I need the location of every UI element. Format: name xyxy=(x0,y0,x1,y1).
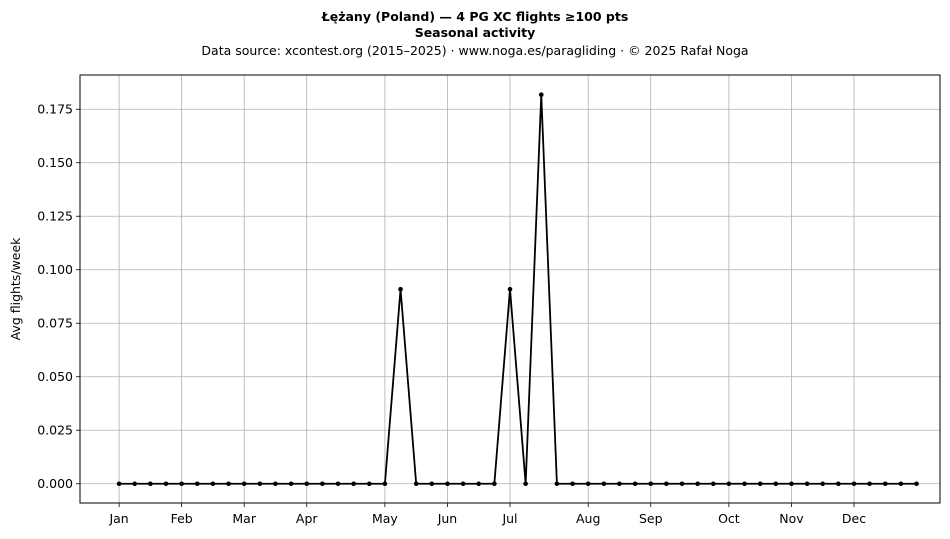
data-point xyxy=(882,481,888,487)
x-tick-label: Jun xyxy=(437,511,458,526)
chart-source-line: Data source: xcontest.org (2015–2025) · … xyxy=(201,43,749,58)
data-point xyxy=(335,481,341,487)
data-point xyxy=(617,481,622,487)
y-tick-label: 0.075 xyxy=(37,316,73,331)
y-axis-label: Avg flights/week xyxy=(8,237,23,341)
data-point xyxy=(320,481,325,487)
data-point xyxy=(773,481,779,487)
data-point xyxy=(476,481,482,487)
data-point xyxy=(632,481,638,487)
x-tick-label: Jan xyxy=(108,511,128,526)
data-point xyxy=(241,481,247,487)
y-tick-label: 0.000 xyxy=(37,476,73,491)
data-point xyxy=(257,481,263,487)
data-point xyxy=(273,481,278,487)
data-point xyxy=(226,481,231,487)
chart-subtitle: Seasonal activity xyxy=(414,25,536,40)
data-point xyxy=(132,481,138,487)
data-point xyxy=(210,481,216,487)
y-tick-label: 0.175 xyxy=(37,102,73,117)
y-tick-label: 0.050 xyxy=(37,369,73,384)
data-point xyxy=(648,481,654,487)
data-point xyxy=(507,286,513,292)
x-tick-label: Nov xyxy=(779,511,804,526)
data-point xyxy=(366,481,372,487)
chart-title: Łężany (Poland) — 4 PG XC flights ≥100 p… xyxy=(321,9,629,24)
x-tick-label: May xyxy=(372,511,398,526)
x-tick-label: Oct xyxy=(718,511,740,526)
data-point xyxy=(398,286,403,292)
x-tick-label: Dec xyxy=(842,511,866,526)
data-point xyxy=(538,92,544,97)
data-point xyxy=(710,481,716,487)
data-point xyxy=(288,481,294,487)
series-line xyxy=(119,93,917,485)
data-point xyxy=(445,481,450,487)
data-point xyxy=(194,481,200,487)
y-tick-label: 0.125 xyxy=(37,209,73,224)
data-point xyxy=(460,481,466,487)
data-point xyxy=(523,481,528,487)
ticks-layer: 0.000 0.025 0.050 0.075 0.100 0.125 0.150 0.175… xyxy=(37,102,866,526)
data-point xyxy=(914,481,919,487)
data-point xyxy=(585,481,591,487)
y-tick-label: 0.025 xyxy=(37,423,73,438)
data-point xyxy=(695,481,700,487)
data-point xyxy=(789,481,794,487)
data-point xyxy=(429,481,435,487)
data-point xyxy=(664,481,669,487)
data-point xyxy=(757,481,763,487)
data-point xyxy=(570,481,575,487)
x-tick-label: Feb xyxy=(171,511,193,526)
data-point xyxy=(351,481,356,487)
data-point xyxy=(851,481,857,487)
x-tick-label: Sep xyxy=(639,511,663,526)
data-point xyxy=(304,481,310,487)
data-point xyxy=(679,481,685,487)
data-point xyxy=(554,481,560,487)
y-tick-label: 0.100 xyxy=(37,262,73,277)
data-point xyxy=(413,481,419,487)
x-tick-label: Jul xyxy=(501,511,517,526)
data-point xyxy=(148,481,153,487)
data-point xyxy=(867,481,872,487)
data-point xyxy=(742,481,747,487)
data-point xyxy=(492,481,497,487)
data-point xyxy=(382,481,388,487)
data-point xyxy=(836,481,841,487)
data-point xyxy=(116,481,122,487)
x-tick-label: Mar xyxy=(232,511,256,526)
x-tick-label: Aug xyxy=(576,511,600,526)
data-point xyxy=(601,481,607,487)
data-point xyxy=(726,481,732,487)
data-point xyxy=(163,481,169,487)
data-point xyxy=(820,481,826,487)
points-layer xyxy=(116,92,919,487)
plot-frame xyxy=(79,74,941,504)
data-point xyxy=(898,481,904,487)
data-point xyxy=(804,481,810,487)
y-tick-label: 0.150 xyxy=(37,155,73,170)
x-tick-label: Apr xyxy=(296,511,318,526)
data-point xyxy=(179,481,184,487)
line-layer xyxy=(119,93,917,485)
